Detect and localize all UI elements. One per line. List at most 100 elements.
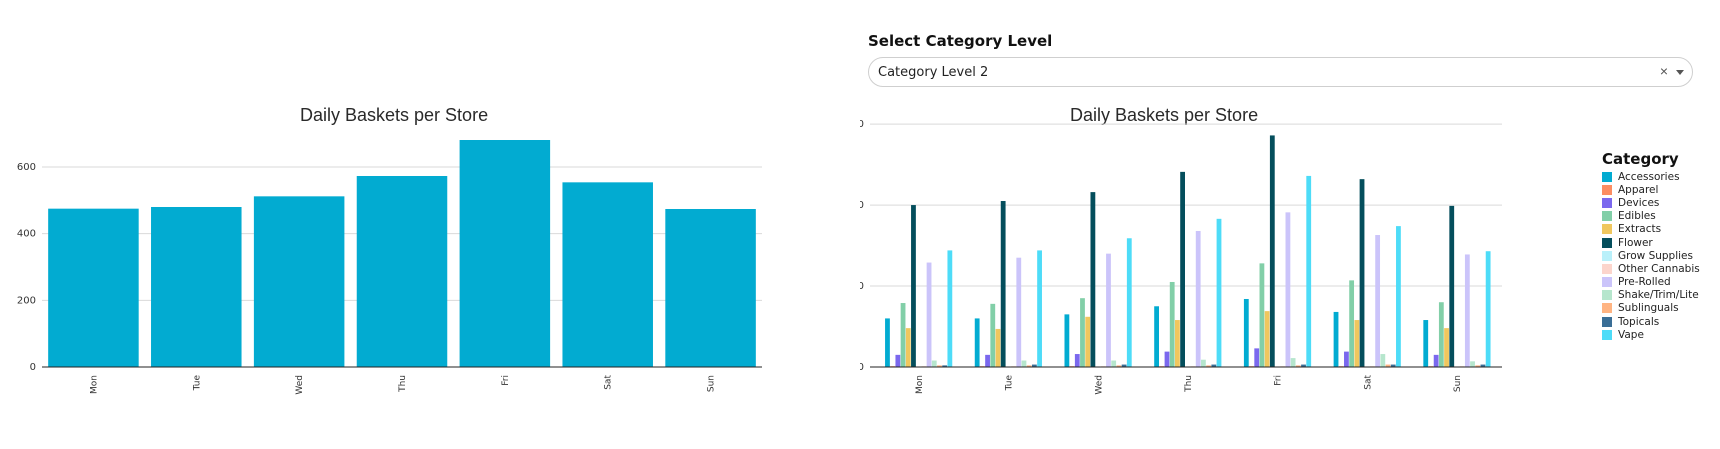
bar[interactable]: [1037, 250, 1042, 367]
legend-item[interactable]: Accessories: [1602, 170, 1700, 183]
bar[interactable]: [1354, 320, 1360, 367]
legend-item[interactable]: Other Cannabis: [1602, 262, 1700, 275]
x-tick-label: Mon: [89, 375, 99, 394]
legend-item[interactable]: Flower: [1602, 236, 1700, 249]
bar[interactable]: [1211, 364, 1217, 367]
legend-swatch: [1602, 329, 1612, 340]
bar[interactable]: [1269, 135, 1275, 367]
bar[interactable]: [151, 207, 242, 367]
bar[interactable]: [1344, 351, 1349, 367]
legend-label: Edibles: [1618, 210, 1656, 223]
bar[interactable]: [1438, 302, 1444, 367]
bar[interactable]: [1164, 351, 1170, 367]
bar[interactable]: [1349, 280, 1355, 367]
legend-item[interactable]: Devices: [1602, 196, 1700, 209]
legend-item[interactable]: Apparel: [1602, 183, 1700, 196]
bar[interactable]: [1449, 205, 1455, 367]
bar[interactable]: [942, 365, 948, 367]
bar[interactable]: [1433, 354, 1439, 367]
bar[interactable]: [895, 354, 901, 367]
bar[interactable]: [562, 182, 653, 367]
bar[interactable]: [1106, 253, 1111, 367]
legend-item[interactable]: Shake/Trim/Lite: [1602, 289, 1700, 302]
y-tick-label: 100: [860, 281, 864, 292]
bar[interactable]: [253, 196, 345, 367]
bar[interactable]: [1301, 364, 1306, 367]
bar[interactable]: [1396, 226, 1401, 367]
bar[interactable]: [1423, 320, 1429, 367]
bar[interactable]: [1175, 320, 1180, 367]
bar[interactable]: [1259, 263, 1265, 367]
bar[interactable]: [1016, 257, 1022, 367]
bar[interactable]: [1375, 235, 1381, 367]
bar[interactable]: [1285, 212, 1291, 367]
bar[interactable]: [1470, 361, 1475, 367]
bar[interactable]: [1333, 311, 1339, 367]
clear-icon[interactable]: ×: [1659, 63, 1668, 79]
legend-item[interactable]: Pre-Rolled: [1602, 276, 1700, 289]
bar[interactable]: [356, 176, 448, 367]
bar[interactable]: [1380, 354, 1386, 367]
bar[interactable]: [1064, 314, 1070, 367]
bar[interactable]: [1111, 360, 1117, 367]
bar[interactable]: [931, 360, 937, 367]
bar[interactable]: [985, 354, 990, 367]
bar[interactable]: [974, 318, 980, 367]
legend-item[interactable]: Edibles: [1602, 210, 1700, 223]
bar[interactable]: [1090, 192, 1096, 367]
bar[interactable]: [48, 208, 139, 367]
bar[interactable]: [1116, 365, 1122, 367]
bar[interactable]: [1195, 230, 1201, 367]
bar[interactable]: [1264, 311, 1270, 367]
legend-item[interactable]: Extracts: [1602, 223, 1700, 236]
bar[interactable]: [995, 328, 1001, 367]
bar[interactable]: [1026, 365, 1032, 367]
legend-item[interactable]: Grow Supplies: [1602, 249, 1700, 262]
bar[interactable]: [1216, 218, 1222, 367]
bar[interactable]: [911, 205, 916, 367]
bar[interactable]: [1074, 354, 1080, 367]
bar[interactable]: [905, 328, 911, 367]
bar[interactable]: [1031, 364, 1037, 367]
bar[interactable]: [1121, 364, 1127, 367]
bar[interactable]: [1201, 359, 1206, 367]
bar[interactable]: [1475, 365, 1481, 367]
bar[interactable]: [1080, 298, 1085, 367]
bar[interactable]: [1295, 365, 1301, 367]
bar[interactable]: [459, 140, 551, 367]
bar[interactable]: [1206, 365, 1211, 367]
bar[interactable]: [1243, 298, 1249, 367]
bar[interactable]: [1290, 358, 1296, 367]
bar[interactable]: [1485, 251, 1491, 367]
bar[interactable]: [1085, 316, 1091, 367]
bar[interactable]: [1254, 348, 1260, 367]
chevron-down-icon[interactable]: [1676, 70, 1684, 75]
bar[interactable]: [1154, 306, 1159, 367]
legend-item[interactable]: Sublinguals: [1602, 302, 1700, 315]
bar[interactable]: [990, 303, 996, 367]
bar[interactable]: [1169, 281, 1175, 367]
bar[interactable]: [1126, 238, 1132, 367]
legend-item[interactable]: Vape: [1602, 328, 1700, 341]
bar[interactable]: [665, 209, 756, 367]
bar[interactable]: [947, 250, 953, 367]
bar[interactable]: [937, 365, 942, 367]
bar[interactable]: [1021, 360, 1027, 367]
bar[interactable]: [1000, 201, 1006, 367]
bar[interactable]: [1464, 254, 1470, 367]
bar[interactable]: [1180, 171, 1185, 367]
x-tick-label: Tue: [1005, 375, 1015, 392]
legend-item[interactable]: Topicals: [1602, 315, 1700, 328]
bar[interactable]: [1359, 179, 1365, 367]
bar[interactable]: [885, 318, 890, 367]
bar[interactable]: [1480, 364, 1486, 367]
bar[interactable]: [1444, 328, 1449, 367]
bar[interactable]: [1390, 364, 1396, 367]
bar[interactable]: [1306, 175, 1312, 367]
y-tick-label: 200: [860, 200, 864, 211]
category-level-select[interactable]: Category Level 2 ×: [868, 57, 1693, 87]
bar[interactable]: [926, 262, 932, 367]
legend-label: Topicals: [1618, 315, 1660, 328]
bar[interactable]: [900, 303, 906, 367]
bar[interactable]: [1385, 364, 1391, 367]
